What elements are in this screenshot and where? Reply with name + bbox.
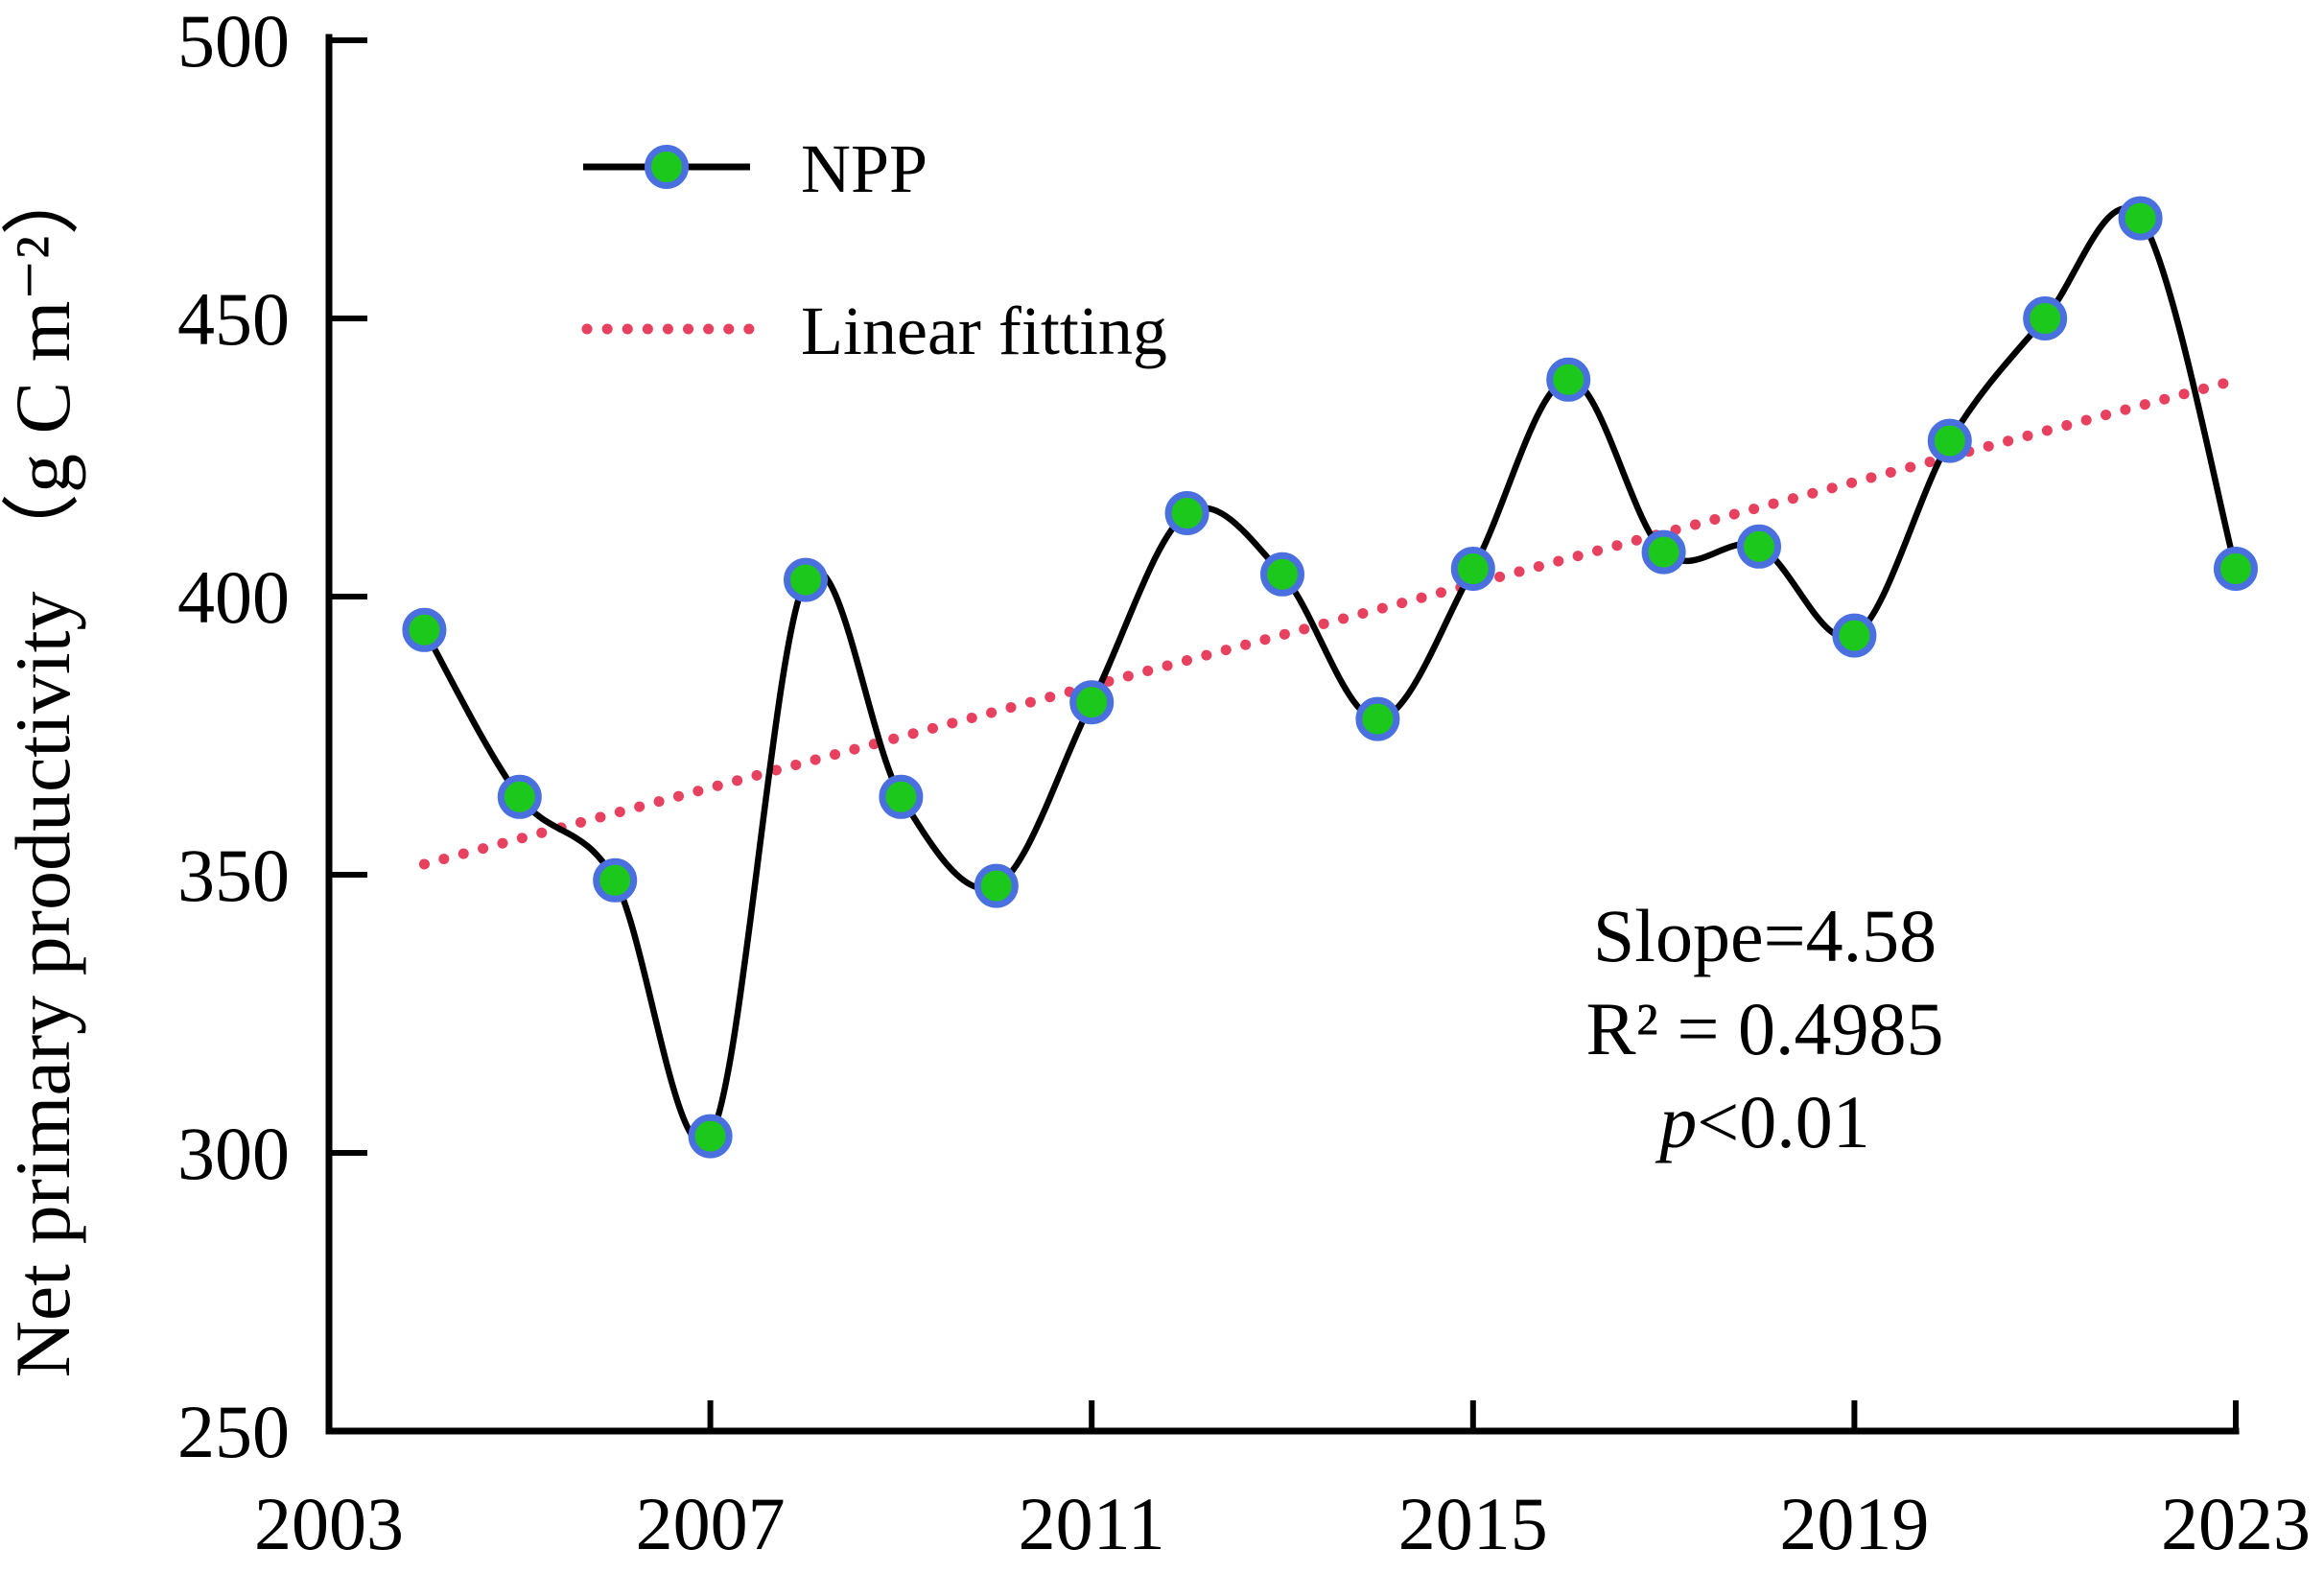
y-tick-label-300: 300 xyxy=(177,1112,290,1195)
annotation-p-value: p<0.01 xyxy=(1655,1080,1870,1163)
annotation-slope: Slope=4.58 xyxy=(1593,894,1937,977)
npp-data-point-2008 xyxy=(784,557,828,602)
npp-data-point-2010 xyxy=(974,863,1019,908)
npp-data-point-2019 xyxy=(1832,613,1877,658)
x-tick-label-2003: 2003 xyxy=(254,1482,404,1565)
linear-fit-line xyxy=(418,374,2242,870)
legend: NPP Linear fitting xyxy=(581,130,1167,369)
x-tick-labels: 2003 2007 2011 2015 2019 2023 xyxy=(254,1482,2311,1565)
x-tick-label-2007: 2007 xyxy=(636,1482,786,1565)
npp-data-point-2020 xyxy=(1927,418,1972,463)
npp-series-line xyxy=(421,205,2240,1146)
npp-data-point-2004 xyxy=(402,607,447,652)
npp-data-point-2015 xyxy=(1450,547,1495,591)
npp-data-point-2022 xyxy=(2118,196,2163,241)
npp-data-point-2021 xyxy=(2023,296,2068,340)
y-tick-labels: 500 450 400 350 300 250 xyxy=(177,0,290,1473)
annotation-r-squared: R² = 0.4985 xyxy=(1586,987,1944,1070)
x-tick-label-2011: 2011 xyxy=(1019,1482,1165,1565)
x-tick-label-2019: 2019 xyxy=(1779,1482,1929,1565)
legend-fit-label: Linear fitting xyxy=(801,293,1167,369)
y-tick-label-450: 450 xyxy=(177,277,290,361)
npp-data-point-2005 xyxy=(497,774,542,819)
axes xyxy=(325,34,2240,1435)
y-tick-label-350: 350 xyxy=(177,833,290,917)
fit-statistics-annotation: Slope=4.58 R² = 0.4985 p<0.01 xyxy=(1586,894,1944,1163)
npp-data-point-2007 xyxy=(688,1114,733,1159)
x-tick-label-2015: 2015 xyxy=(1398,1482,1548,1565)
y-tick-label-400: 400 xyxy=(177,555,290,639)
npp-data-point-2017 xyxy=(1641,529,1686,575)
npp-data-point-2012 xyxy=(1164,491,1209,535)
y-tick-label-250: 250 xyxy=(177,1390,290,1473)
npp-series-markers xyxy=(402,196,2258,1159)
y-tick-label-500: 500 xyxy=(177,0,290,82)
x-tick-label-2023: 2023 xyxy=(2161,1482,2311,1565)
npp-data-point-2016 xyxy=(1546,357,1591,402)
npp-data-point-2014 xyxy=(1355,696,1400,741)
npp-data-point-2013 xyxy=(1260,552,1304,597)
legend-npp-marker-icon xyxy=(645,145,689,189)
npp-data-point-2011 xyxy=(1069,680,1115,725)
npp-data-point-2009 xyxy=(879,774,924,819)
y-axis-title: Net primary productivity （g C m⁻²） xyxy=(0,157,86,1378)
legend-npp-label: NPP xyxy=(801,130,927,207)
npp-data-point-2006 xyxy=(593,857,638,903)
npp-data-point-2018 xyxy=(1737,524,1781,569)
npp-data-point-2023 xyxy=(2214,547,2258,591)
